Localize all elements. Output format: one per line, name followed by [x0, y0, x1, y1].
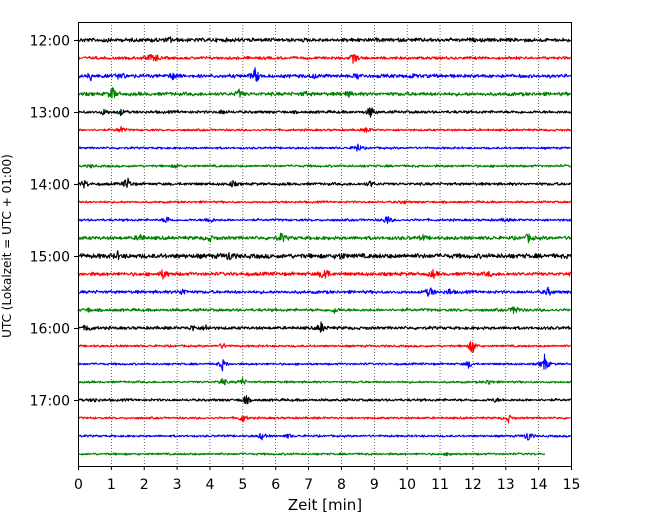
trace-1200	[77, 36, 572, 44]
x-tick-label: 4	[206, 477, 215, 493]
plot-frame	[78, 22, 572, 467]
y-tick-label: 17:00	[30, 394, 70, 410]
x-tick-label: 13	[497, 477, 515, 493]
trace-1700	[77, 394, 572, 405]
x-axis-ticks: 0 1 2 3 4 5 6 7 8 9 10 11 12 13 14 15	[74, 466, 580, 493]
trace-1445	[77, 232, 572, 244]
trace-1230	[77, 67, 572, 82]
trace-1315	[77, 125, 572, 133]
x-tick-label: 5	[238, 477, 247, 493]
x-tick-label: 0	[74, 477, 83, 493]
x-axis-label: Zeit [min]	[288, 496, 362, 514]
y-axis-label: UTC (Lokalzeit = UTC + 01:00)	[0, 154, 14, 338]
trace-1215	[77, 54, 572, 64]
trace-1745	[77, 452, 546, 457]
trace-1645	[77, 377, 572, 386]
trace-1245	[77, 87, 572, 99]
trace-1615	[77, 340, 572, 353]
x-tick-label: 10	[398, 477, 416, 493]
trace-1345	[77, 163, 572, 169]
x-tick-label: 12	[464, 477, 482, 493]
x-tick-label: 2	[140, 477, 149, 493]
trace-1600	[77, 321, 572, 333]
trace-1415	[77, 200, 572, 205]
x-tick-label: 7	[304, 477, 313, 493]
y-tick-label: 12:00	[30, 34, 70, 50]
x-tick-label: 6	[271, 477, 280, 493]
trace-1300	[77, 107, 572, 118]
trace-1400	[77, 177, 572, 189]
y-axis-ticks: 12:00 13:00 14:00 15:00 16:00 17:00	[30, 34, 78, 410]
trace-1730	[77, 432, 572, 441]
trace-1500	[77, 250, 572, 261]
x-tick-label: 15	[563, 477, 581, 493]
trace-group	[77, 36, 572, 457]
x-tick-label: 1	[107, 477, 116, 493]
y-tick-label: 14:00	[30, 178, 70, 194]
x-tick-label: 8	[337, 477, 346, 493]
x-tick-label: 14	[530, 477, 548, 493]
x-tick-label: 3	[173, 477, 182, 493]
x-tick-label: 11	[431, 477, 449, 493]
trace-1545	[77, 306, 572, 315]
trace-1530	[77, 286, 572, 297]
trace-1715	[77, 414, 572, 424]
trace-1515	[77, 268, 572, 280]
trace-1430	[77, 216, 572, 224]
trace-1630	[77, 353, 572, 372]
x-tick-label: 9	[370, 477, 379, 493]
y-tick-label: 15:00	[30, 250, 70, 266]
trace-1330	[77, 143, 572, 152]
y-tick-label: 16:00	[30, 322, 70, 338]
y-tick-label: 13:00	[30, 106, 70, 122]
